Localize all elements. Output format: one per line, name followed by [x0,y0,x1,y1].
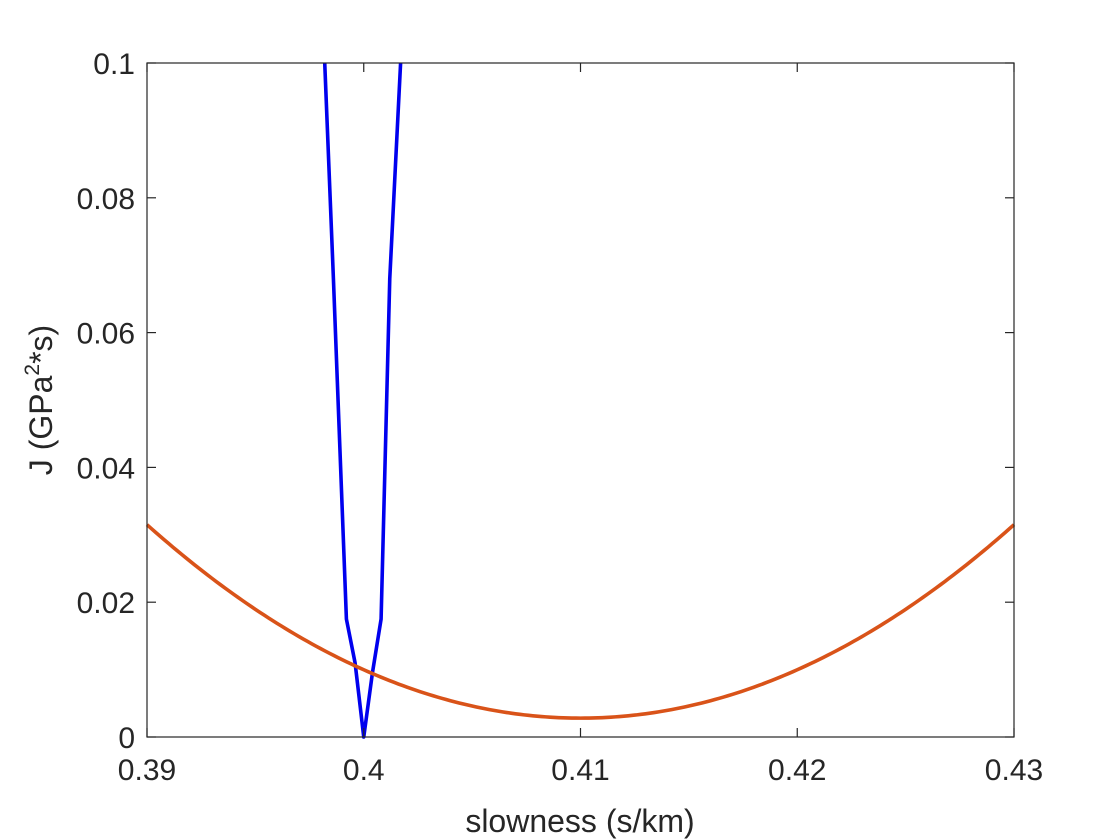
y-tick-label: 0.04 [77,452,135,485]
y-axis-title: J (GPa2*s) [21,325,59,475]
y-tick-label: 0.08 [77,183,135,216]
x-tick-label: 0.4 [343,754,385,787]
y-tick-label: 0.02 [77,587,135,620]
x-tick-label: 0.39 [118,754,176,787]
y-axis-title-post: *s) [23,325,59,364]
x-tick-label: 0.42 [768,754,826,787]
y-axis-title-pre: J (GPa [23,375,59,475]
x-tick-label: 0.43 [985,754,1043,787]
plot-background [147,63,1014,737]
y-tick-label: 0 [118,722,135,755]
ticks-layer: 0.39 0.4 0.41 0.42 0.43 0 0.02 0.04 0.06 0.08 0.1 [77,48,1044,787]
x-axis-title: slowness (s/km) [465,803,694,839]
y-axis-title-sup: 2 [21,364,44,376]
x-tick-label: 0.41 [551,754,609,787]
series-line-2 [145,523,1016,720]
y-tick-label: 0.1 [93,48,135,81]
y-tick-label: 0.06 [77,318,135,351]
